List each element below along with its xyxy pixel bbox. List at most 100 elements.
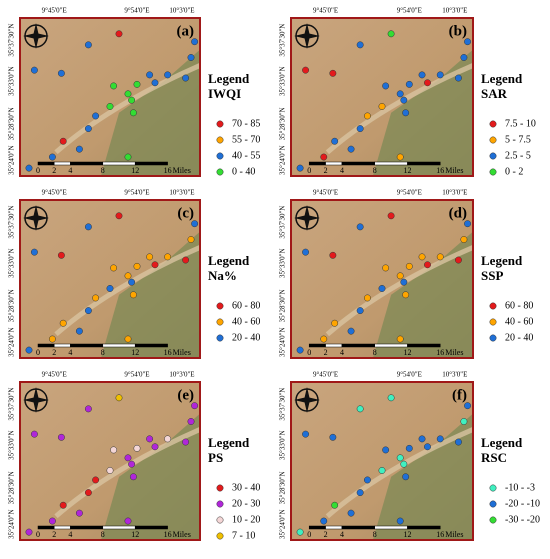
legend-title: Legend — [481, 71, 523, 86]
sample-point — [116, 31, 122, 37]
scale-segment — [70, 526, 102, 529]
sample-point — [388, 213, 394, 219]
longitude-label: 10°3'0"E — [169, 189, 194, 197]
sample-point — [297, 347, 303, 353]
sample-point — [330, 70, 336, 76]
latitude-label: 35°28'30"N — [8, 107, 16, 140]
sample-point — [191, 403, 197, 409]
longitude-label: 9°45'0"E — [313, 7, 338, 15]
sample-point — [134, 81, 140, 87]
scale-segment — [407, 344, 440, 347]
sample-point — [424, 80, 430, 86]
legend-label: 5 - 7.5 — [505, 134, 531, 145]
sample-point — [357, 307, 363, 313]
legend-label: 0 - 40 — [232, 166, 255, 177]
sample-point — [419, 254, 425, 260]
sample-point — [302, 249, 308, 255]
scale-segment — [342, 344, 375, 347]
scale-label: 0 — [307, 348, 311, 357]
sample-point — [26, 347, 32, 353]
sample-point — [116, 213, 122, 219]
scale-label: 0 — [36, 166, 40, 175]
scale-label: 4 — [340, 530, 344, 539]
sample-point — [331, 320, 337, 326]
legend-symbol — [490, 169, 496, 175]
map-panel: (b)9°45'0"E9°54'0"E10°3'0"E35°37'30"N35°… — [279, 7, 536, 178]
legend-symbol — [490, 153, 496, 159]
sample-point — [357, 406, 363, 412]
sample-point — [125, 518, 131, 524]
sample-point — [364, 477, 370, 483]
scale-label: 12 — [131, 530, 139, 539]
sample-point — [85, 125, 91, 131]
longitude-label: 9°54'0"E — [397, 371, 422, 379]
legend-symbol — [490, 501, 496, 507]
scale-segment — [326, 526, 342, 529]
legend-label: 2.5 - 5 — [505, 150, 531, 161]
latitude-label: 35°28'30"N — [279, 107, 287, 140]
sample-point — [58, 252, 64, 258]
scale-label: 0 — [36, 348, 40, 357]
panel-label: (f) — [452, 387, 467, 403]
sample-point — [164, 254, 170, 260]
scale-segment — [103, 344, 135, 347]
longitude-label: 10°3'0"E — [169, 371, 194, 379]
longitude-label: 10°3'0"E — [442, 7, 467, 15]
panel-label: (b) — [449, 23, 467, 39]
legend-label: 40 - 55 — [232, 150, 260, 161]
legend-symbol — [217, 121, 223, 127]
sample-point — [464, 221, 470, 227]
sample-point — [110, 83, 116, 89]
latitude-label: 35°24'0"N — [279, 509, 287, 538]
scale-label: 12 — [131, 166, 139, 175]
scale-label: 8 — [101, 348, 105, 357]
scale-segment — [375, 526, 408, 529]
sample-point — [401, 461, 407, 467]
sample-point — [402, 110, 408, 116]
sample-point — [437, 436, 443, 442]
sample-point — [188, 54, 194, 60]
scale-unit: Miles — [173, 530, 191, 539]
sample-point — [31, 249, 37, 255]
scale-segment — [54, 162, 70, 165]
sample-point — [321, 336, 327, 342]
sample-point — [461, 236, 467, 242]
scale-segment — [38, 526, 54, 529]
longitude-label: 9°45'0"E — [313, 371, 338, 379]
scale-segment — [70, 162, 102, 165]
latitude-label: 35°37'30"N — [8, 388, 16, 421]
sample-point — [330, 252, 336, 258]
sample-point — [134, 263, 140, 269]
legend-symbol — [217, 533, 223, 539]
legend-label: 60 - 80 — [505, 300, 533, 311]
latitude-label: 35°33'0"N — [279, 66, 287, 95]
scale-segment — [103, 526, 135, 529]
scale-label: 12 — [403, 348, 411, 357]
map-panel: (d)9°45'0"E9°54'0"E10°3'0"E35°37'30"N35°… — [279, 189, 534, 358]
sample-point — [397, 336, 403, 342]
sample-point — [461, 54, 467, 60]
sample-point — [406, 263, 412, 269]
scale-segment — [326, 344, 342, 347]
sample-point — [76, 146, 82, 152]
sample-point — [364, 113, 370, 119]
sample-point — [455, 439, 461, 445]
sample-point — [49, 154, 55, 160]
sample-point — [461, 418, 467, 424]
sample-point — [146, 72, 152, 78]
map-panel: (e)9°45'0"E9°54'0"E10°3'0"E35°37'30"N35°… — [8, 371, 261, 542]
sample-point — [31, 431, 37, 437]
scale-label: 8 — [101, 166, 105, 175]
sample-point — [437, 72, 443, 78]
scale-unit: Miles — [173, 348, 191, 357]
sample-point — [321, 518, 327, 524]
scale-label: 2 — [324, 166, 328, 175]
sample-point — [401, 97, 407, 103]
sample-point — [397, 91, 403, 97]
sample-point — [134, 445, 140, 451]
legend-label: 7 - 10 — [232, 530, 255, 541]
sample-point — [128, 461, 134, 467]
legend-label: 55 - 70 — [232, 134, 260, 145]
scale-segment — [375, 162, 408, 165]
sample-point — [125, 273, 131, 279]
